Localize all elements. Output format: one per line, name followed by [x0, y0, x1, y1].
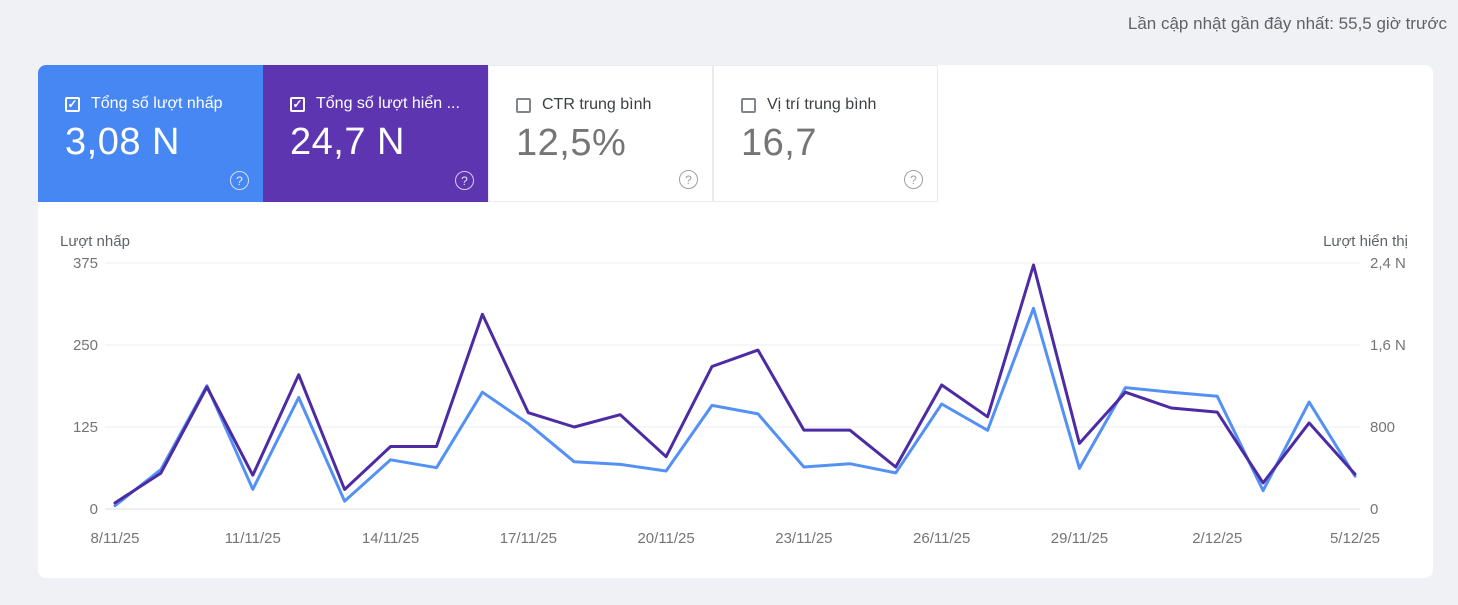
help-icon[interactable]: ?	[904, 170, 923, 189]
left-axis-tick: 375	[73, 255, 98, 272]
x-axis-tick: 20/11/25	[637, 530, 694, 547]
performance-panel: ✓ Tổng số lượt nhấp 3,08 N ? ✓ Tổng số l…	[38, 65, 1433, 578]
metric-label: Tổng số lượt hiển ...	[316, 95, 460, 112]
metric-label: Vị trí trung bình	[767, 96, 877, 113]
x-axis-tick: 29/11/25	[1051, 530, 1108, 547]
metric-label: CTR trung bình	[542, 96, 652, 113]
x-axis-tick: 14/11/25	[362, 530, 419, 547]
metric-card-total-clicks[interactable]: ✓ Tổng số lượt nhấp 3,08 N ?	[38, 65, 263, 202]
performance-chart[interactable]: 375 2,4 N 250 1,6 N 125 800 0 0 8/11/25 11/11/25 1…	[38, 202, 1433, 578]
clicks-line	[113, 306, 1357, 508]
right-axis-tick: 2,4 N	[1370, 255, 1406, 272]
x-axis-tick: 8/11/25	[91, 530, 140, 547]
checkbox-average-position[interactable]	[741, 97, 756, 113]
metric-value: 12,5%	[516, 122, 627, 164]
checkbox-total-impressions[interactable]: ✓	[290, 96, 305, 112]
metric-card-average-position[interactable]: Vị trí trung bình 16,7 ?	[713, 65, 938, 202]
help-icon[interactable]: ?	[679, 170, 698, 189]
x-axis-tick: 5/12/25	[1330, 530, 1380, 547]
right-axis-title: Lượt hiển thị	[1323, 233, 1408, 250]
metric-value: 3,08 N	[65, 121, 180, 163]
metric-label: Tổng số lượt nhấp	[91, 95, 223, 112]
metric-card-average-ctr[interactable]: CTR trung bình 12,5% ?	[488, 65, 713, 202]
x-axis-tick: 23/11/25	[775, 530, 832, 547]
left-axis-tick: 125	[73, 419, 98, 436]
impressions-line	[113, 263, 1357, 505]
x-axis-tick: 2/12/25	[1192, 530, 1242, 547]
right-axis-tick: 800	[1370, 419, 1395, 436]
checkbox-total-clicks[interactable]: ✓	[65, 96, 80, 112]
help-icon[interactable]: ?	[230, 171, 249, 190]
last-update-text: Lần cập nhật gần đây nhất: 55,5 giờ trướ…	[1127, 14, 1447, 33]
checkbox-average-ctr[interactable]	[516, 97, 531, 113]
right-axis-tick: 0	[1370, 501, 1378, 518]
right-axis-tick: 1,6 N	[1370, 337, 1406, 354]
metric-value: 16,7	[741, 122, 817, 164]
metric-card-total-impressions[interactable]: ✓ Tổng số lượt hiển ... 24,7 N ?	[263, 65, 488, 202]
left-axis-tick: 250	[73, 337, 98, 354]
left-axis-tick: 0	[90, 501, 98, 518]
metric-value: 24,7 N	[290, 121, 405, 163]
x-axis-tick: 17/11/25	[500, 530, 557, 547]
left-axis-title: Lượt nhấp	[60, 233, 130, 250]
help-icon[interactable]: ?	[455, 171, 474, 190]
x-axis-tick: 11/11/25	[225, 530, 281, 547]
x-axis-tick: 26/11/25	[913, 530, 970, 547]
metric-cards: ✓ Tổng số lượt nhấp 3,08 N ? ✓ Tổng số l…	[38, 65, 938, 202]
